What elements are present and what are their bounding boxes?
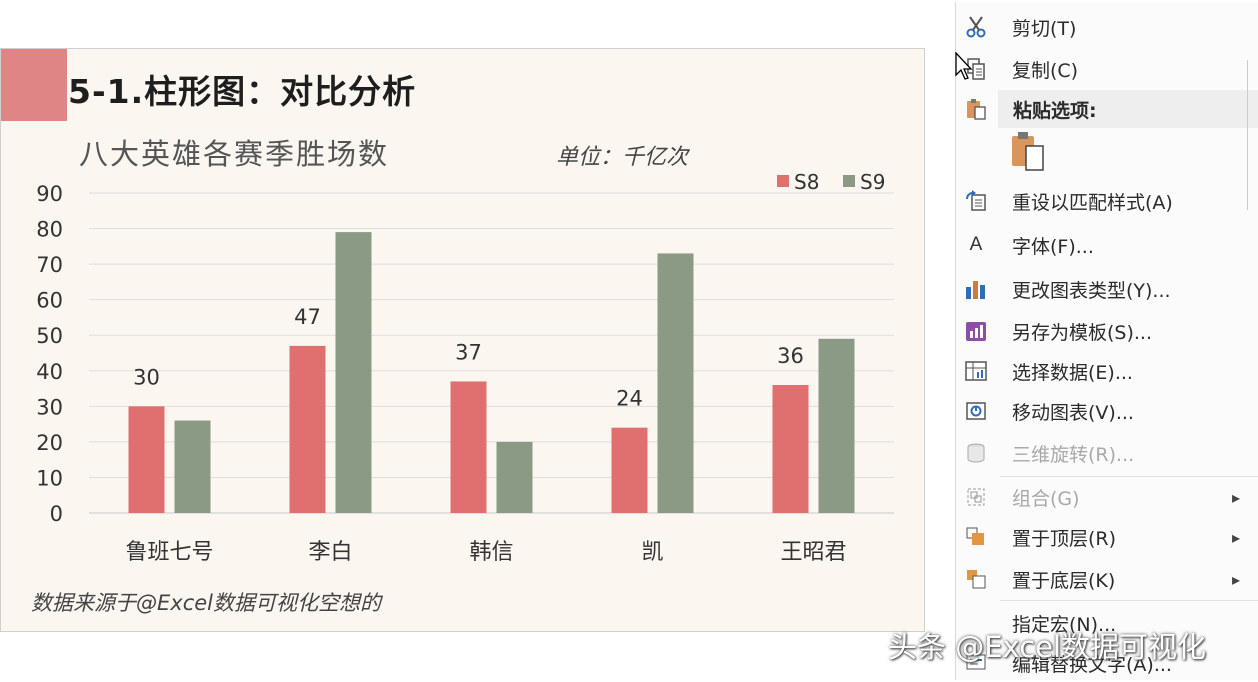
- legend-swatch: [843, 175, 855, 187]
- x-tick-label: 鲁班七号: [125, 540, 213, 565]
- menu-item-assign-macro[interactable]: 指定宏(N)...: [956, 604, 1258, 642]
- send-back-icon: [962, 565, 990, 593]
- bar-s9[interactable]: [496, 441, 533, 513]
- menu-item-bring-to-front[interactable]: 置于顶层(R) ▸: [956, 518, 1258, 556]
- font-icon: A: [962, 231, 990, 259]
- bar-s9[interactable]: [818, 338, 855, 513]
- mouse-cursor-icon: [955, 52, 973, 80]
- y-tick-label: 50: [36, 324, 63, 348]
- legend-swatch: [777, 175, 789, 187]
- bar-s8[interactable]: [772, 385, 809, 513]
- bar-s8[interactable]: [450, 381, 487, 513]
- bar-chart[interactable]: 0 10 20 30 40 50 60 70 80 90 30 鲁班七号 47 李白 37 韩信 24 凯 36 王昭…: [1, 49, 926, 633]
- chart-slide: 5-1.柱形图：对比分析 0 10 20 30 40 50 60 70 80 90 30 鲁班七号 47…: [0, 48, 925, 632]
- menu-item-group: 组合(G) ▸: [956, 478, 1258, 516]
- select-data-icon: [962, 357, 990, 385]
- bar-s9[interactable]: [335, 232, 372, 513]
- chart-type-icon: [962, 275, 990, 303]
- menu-item-change-chart-type[interactable]: 更改图表类型(Y)...: [956, 270, 1258, 308]
- y-tick-label: 40: [36, 360, 63, 384]
- context-menu: 剪切(T) 复制(C) 粘贴选项: 重设以匹配样式(A) A 字体(F)... …: [955, 2, 1258, 680]
- y-tick-label: 30: [36, 395, 63, 419]
- reset-style-icon: [962, 187, 990, 215]
- y-tick-label: 10: [36, 466, 63, 490]
- data-label: 24: [616, 387, 643, 411]
- menu-item-select-data[interactable]: 选择数据(E)...: [956, 352, 1258, 390]
- menu-separator: [1000, 476, 1258, 477]
- legend-label: S9: [860, 170, 885, 194]
- bar-s9[interactable]: [657, 253, 694, 513]
- x-tick-label: 凯: [641, 540, 663, 565]
- scissors-icon: [962, 13, 990, 41]
- menu-item-3d-rotation: 三维旋转(R)...: [956, 434, 1258, 472]
- menu-label-group: 组合(G): [1012, 487, 1080, 510]
- menu-label-copy: 复制(C): [1012, 59, 1079, 82]
- menu-item-save-template[interactable]: 另存为模板(S)...: [956, 312, 1258, 350]
- y-tick-label: 90: [36, 182, 63, 206]
- menu-item-edit-alt-text[interactable]: 编辑替换文字(A)...: [956, 644, 1258, 682]
- slide-title: 5-1.柱形图：对比分析: [68, 72, 417, 111]
- y-tick-label: 20: [36, 431, 63, 455]
- menu-label-select-data: 选择数据(E)...: [1012, 361, 1133, 384]
- menu-label-reset-style: 重设以匹配样式(A): [1012, 191, 1173, 214]
- menu-label-assign-macro: 指定宏(N)...: [1012, 613, 1117, 636]
- chart-unit-label: 单位：千亿次: [556, 145, 689, 170]
- x-tick-label: 韩信: [469, 540, 513, 565]
- menu-label-change-chart-type: 更改图表类型(Y)...: [1012, 279, 1171, 302]
- menu-label-save-template: 另存为模板(S)...: [1012, 321, 1153, 344]
- y-tick-label: 80: [36, 218, 63, 242]
- group-icon: [962, 483, 990, 511]
- chart-source-note: 数据来源于@Excel数据可视化空想的: [31, 591, 381, 615]
- paste-keep-formatting-button[interactable]: [1008, 130, 1048, 176]
- y-tick-label: 60: [36, 289, 63, 313]
- move-chart-icon: [962, 397, 990, 425]
- font-icon-glyph: A: [969, 234, 983, 255]
- submenu-arrow-icon: ▸: [1231, 488, 1240, 507]
- y-tick-label: 0: [50, 502, 63, 526]
- menu-item-reset-style[interactable]: 重设以匹配样式(A): [956, 182, 1258, 220]
- menu-label-cut: 剪切(T): [1012, 17, 1077, 40]
- menu-label-edit-alt-text: 编辑替换文字(A)...: [1012, 653, 1172, 676]
- menu-item-paste-options-header: 粘贴选项:: [998, 90, 1258, 128]
- menu-label-move-chart: 移动图表(V)...: [1012, 401, 1134, 424]
- data-label: 30: [133, 365, 160, 389]
- submenu-arrow-icon: ▸: [1231, 570, 1240, 589]
- data-label: 36: [777, 344, 804, 368]
- save-template-icon: [962, 317, 990, 345]
- menu-item-send-to-back[interactable]: 置于底层(K) ▸: [956, 560, 1258, 598]
- menu-label-bring-to-front: 置于顶层(R): [1012, 527, 1117, 550]
- menu-label-paste-options: 粘贴选项:: [1013, 99, 1097, 122]
- data-label: 47: [294, 305, 321, 329]
- menu-item-copy[interactable]: 复制(C): [956, 50, 1258, 88]
- paste-icon: [962, 95, 990, 123]
- menu-label-3d-rotation: 三维旋转(R)...: [1012, 443, 1135, 466]
- legend-label: S8: [794, 170, 819, 194]
- title-accent-block: [1, 49, 67, 121]
- menu-item-cut[interactable]: 剪切(T): [956, 8, 1258, 46]
- menu-label-font: 字体(F)...: [1012, 235, 1094, 258]
- menu-item-move-chart[interactable]: 移动图表(V)...: [956, 392, 1258, 430]
- data-label: 37: [455, 340, 482, 364]
- window-edge: [1247, 60, 1258, 210]
- menu-label-send-to-back: 置于底层(K): [1012, 569, 1116, 592]
- bar-s8[interactable]: [128, 406, 165, 513]
- watermark: 头条 @Excel数据可视化: [888, 630, 1207, 664]
- menu-item-font[interactable]: A 字体(F)...: [956, 226, 1258, 264]
- menu-separator: [1000, 600, 1258, 601]
- bar-s8[interactable]: [611, 427, 648, 513]
- 3d-rotate-icon: [962, 439, 990, 467]
- bar-s9[interactable]: [174, 420, 211, 513]
- bar-s8[interactable]: [289, 345, 326, 513]
- y-tick-label: 70: [36, 253, 63, 277]
- submenu-arrow-icon: ▸: [1231, 528, 1240, 547]
- chart-title: 八大英雄各赛季胜场数: [79, 137, 390, 171]
- x-tick-label: 李白: [308, 540, 352, 565]
- x-tick-label: 王昭君: [780, 540, 846, 565]
- bring-front-icon: [962, 523, 990, 551]
- alt-text-icon: [962, 649, 990, 677]
